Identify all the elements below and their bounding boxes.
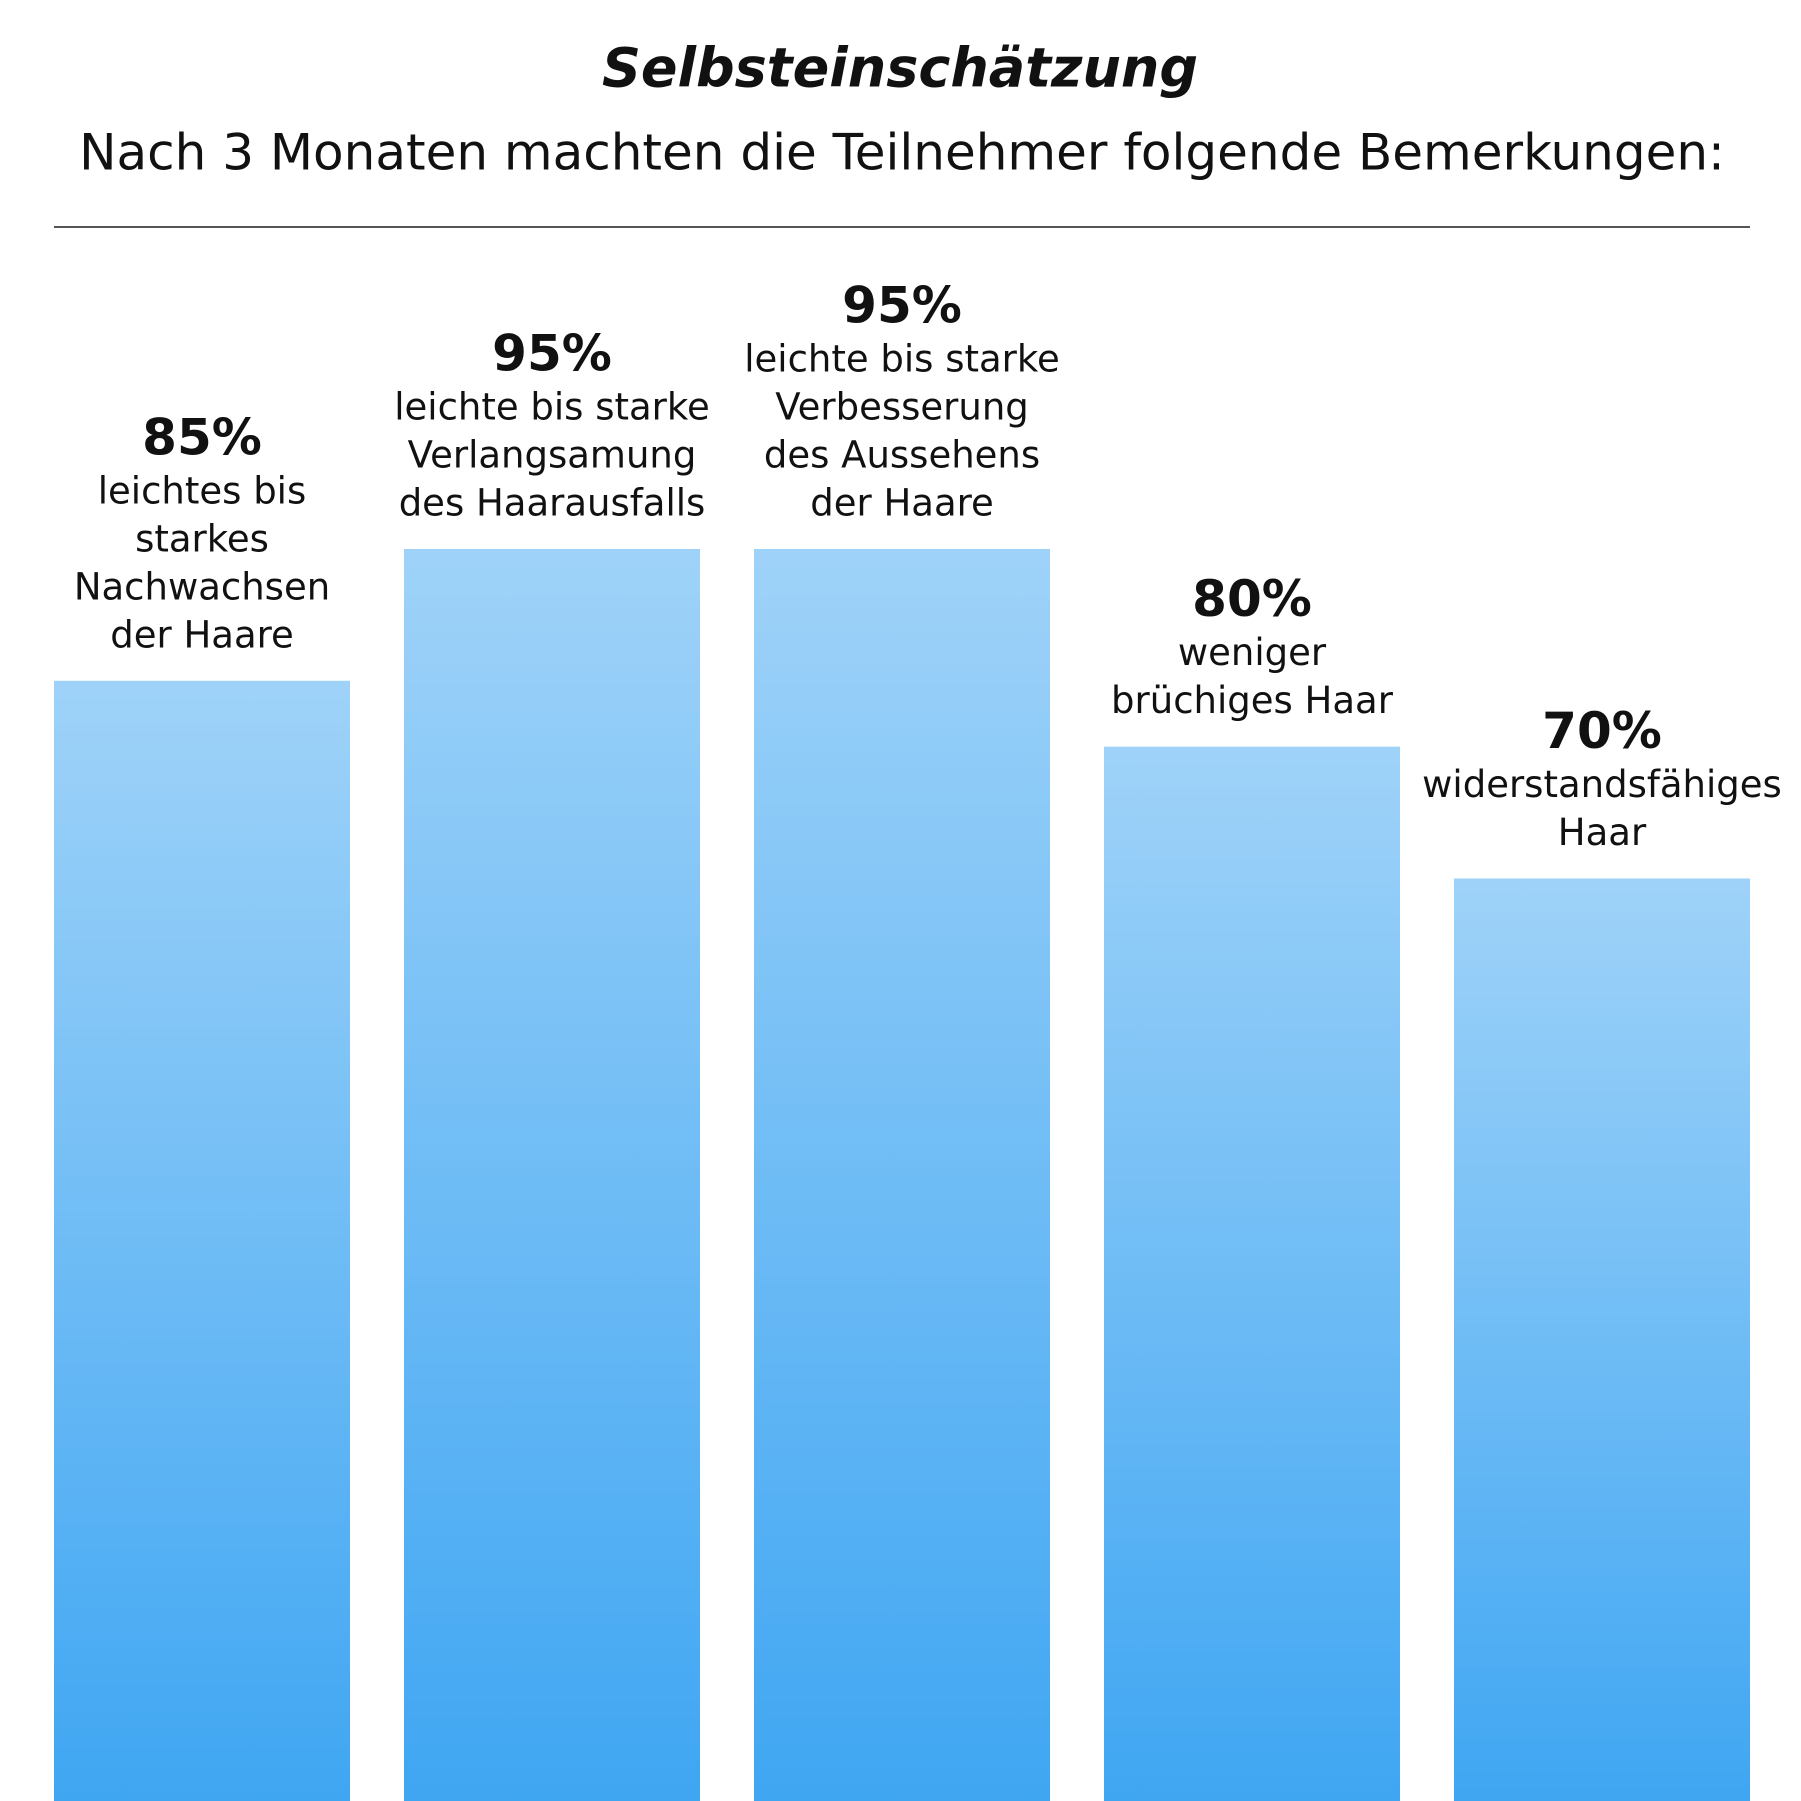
category-label: brüchiges Haar <box>1111 679 1394 722</box>
value-label: 80% <box>1192 570 1312 628</box>
chart-title: Selbsteinschätzung <box>602 37 1198 100</box>
bar <box>754 549 1050 1801</box>
category-label: Nachwachsen <box>74 565 330 608</box>
category-label: des Aussehens <box>764 434 1040 477</box>
category-label: des Haarausfalls <box>399 482 706 525</box>
category-label: widerstandsfähiges <box>1422 763 1782 806</box>
value-label: 85% <box>142 408 262 466</box>
value-label: 95% <box>842 277 962 335</box>
bar <box>1454 878 1750 1801</box>
category-label: der Haare <box>810 482 994 525</box>
category-label: starkes <box>135 517 269 560</box>
category-label: leichtes bis <box>98 469 306 512</box>
value-label: 70% <box>1542 702 1662 760</box>
bar <box>1104 746 1400 1801</box>
chart-subtitle: Nach 3 Monaten machten die Teilnehmer fo… <box>79 124 1725 182</box>
category-label: Haar <box>1558 811 1647 854</box>
value-label: 95% <box>492 325 612 383</box>
category-label: leichte bis starke <box>394 386 710 429</box>
bar <box>54 680 350 1801</box>
category-label: leichte bis starke <box>744 338 1060 381</box>
category-label: der Haare <box>110 613 294 656</box>
category-label: Verlangsamung <box>408 434 697 477</box>
bar <box>404 549 700 1801</box>
category-label: Verbesserung <box>775 386 1029 429</box>
category-label: weniger <box>1178 631 1327 674</box>
